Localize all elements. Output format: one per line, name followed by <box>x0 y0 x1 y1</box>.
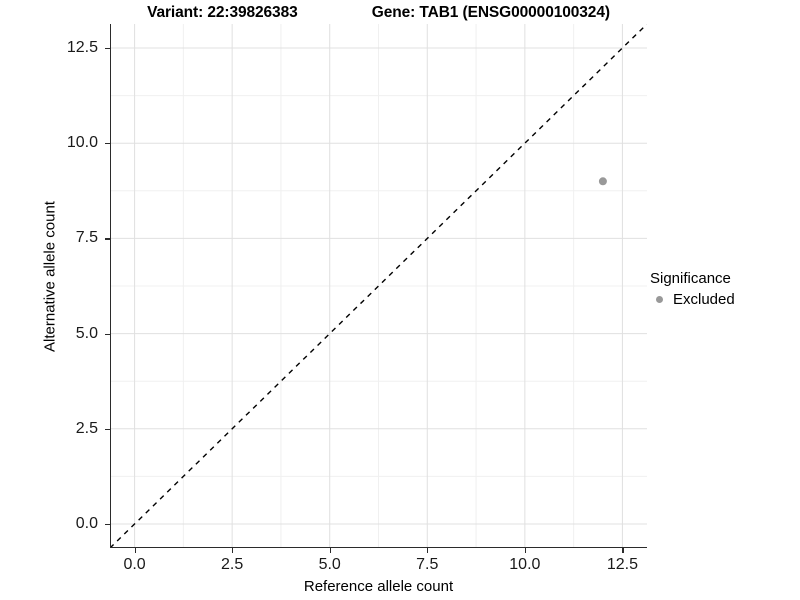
y-tick-label: 2.5 <box>75 419 98 437</box>
legend-marker-icon <box>650 290 668 308</box>
plot-panel <box>110 24 647 548</box>
y-tick-mark <box>105 524 110 526</box>
data-points-layer <box>598 177 607 186</box>
y-tick-mark <box>105 428 110 430</box>
y-tick-mark <box>105 333 110 335</box>
legend-entry-label: Excluded <box>673 290 735 308</box>
minor-gridlines <box>110 24 647 548</box>
y-tick-mark <box>105 47 110 50</box>
chart-title-row: Variant: 22:39826383 Gene: TAB1 (ENSG000… <box>110 2 647 24</box>
x-tick-label: 7.5 <box>416 556 439 573</box>
y-tick-label: 7.5 <box>75 229 98 247</box>
y-tick-mark <box>105 238 110 240</box>
x-tick-label: 0.0 <box>123 556 146 573</box>
y-tick-label: 0.0 <box>75 515 98 532</box>
x-axis-label: Reference allele count <box>303 578 454 595</box>
gene-title: Gene: TAB1 (ENSG00000100324) <box>371 4 610 21</box>
legend-dot-icon <box>655 295 663 303</box>
x-tick-mark <box>427 548 429 553</box>
x-tick-mark <box>134 548 136 553</box>
y-tick-label: 12.5 <box>66 38 98 56</box>
x-tick-label: 10.0 <box>509 556 541 573</box>
plot-canvas <box>110 24 647 548</box>
legend-entries: Excluded <box>650 290 798 308</box>
y-axis-line <box>110 24 112 548</box>
y-tick-mark <box>105 143 110 145</box>
legend: Significance Excluded <box>650 270 798 308</box>
x-tick-mark <box>232 548 234 553</box>
y-tick-label: 5.0 <box>75 324 98 342</box>
x-tick-mark <box>524 548 527 553</box>
y-axis-label: Alternative allele count <box>41 201 59 352</box>
legend-title: Significance <box>650 270 731 287</box>
major-gridlines <box>110 24 647 548</box>
x-axis-line <box>110 547 647 549</box>
y-tick-label: 10.0 <box>66 134 98 152</box>
x-tick-label: 12.5 <box>606 556 638 573</box>
x-tick-label: 5.0 <box>318 556 341 573</box>
legend-entry: Excluded <box>650 290 798 308</box>
x-tick-mark <box>329 548 331 553</box>
x-tick-mark <box>622 548 624 553</box>
variant-title: Variant: 22:39826383 <box>147 4 298 21</box>
x-tick-label: 2.5 <box>221 556 244 573</box>
